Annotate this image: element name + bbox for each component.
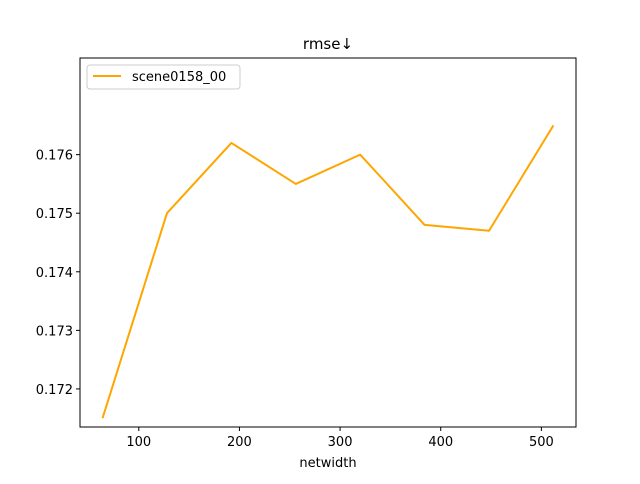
x-tick-label: 500 — [529, 435, 554, 450]
x-tick-label: 400 — [428, 435, 453, 450]
y-tick-label: 0.172 — [36, 383, 73, 398]
legend: scene0158_00 — [87, 65, 240, 89]
x-tick-label: 100 — [126, 435, 151, 450]
x-tick-label: 300 — [328, 435, 353, 450]
x-tick-label: 200 — [227, 435, 252, 450]
legend-label-scene0158_00: scene0158_00 — [132, 70, 226, 85]
chart-title: rmse↓ — [303, 35, 353, 53]
y-tick-label: 0.174 — [36, 266, 73, 281]
x-axis-label: netwidth — [299, 456, 356, 471]
y-tick-label: 0.176 — [36, 149, 73, 164]
y-tick-label: 0.173 — [36, 324, 73, 339]
y-tick-label: 0.175 — [36, 207, 73, 222]
